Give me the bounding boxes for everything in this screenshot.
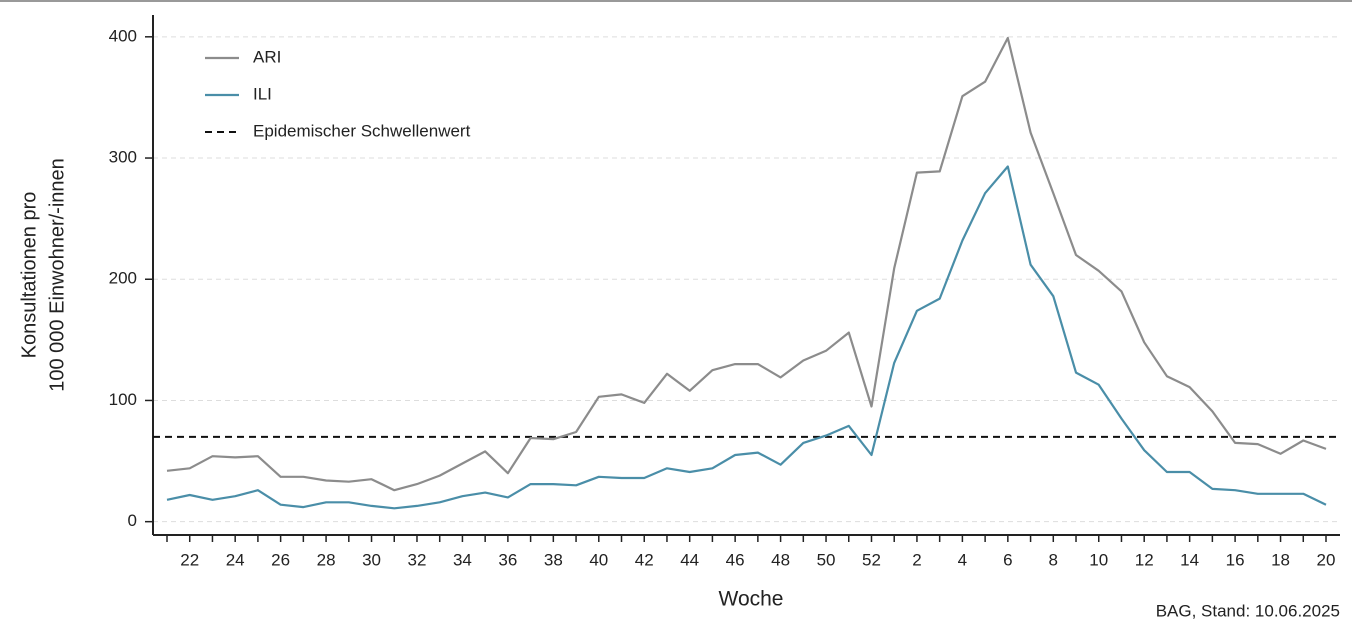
x-tick-label: 4 bbox=[958, 550, 967, 569]
x-tick-label: 12 bbox=[1135, 550, 1154, 569]
x-tick-label: 20 bbox=[1317, 550, 1336, 569]
x-tick-label: 50 bbox=[817, 550, 836, 569]
x-tick-label: 14 bbox=[1180, 550, 1199, 569]
x-tick-label: 40 bbox=[589, 550, 608, 569]
x-tick-label: 44 bbox=[680, 550, 699, 569]
x-tick-label: 28 bbox=[317, 550, 336, 569]
x-tick-label: 32 bbox=[408, 550, 427, 569]
y-tick-label: 400 bbox=[109, 26, 137, 45]
data-line bbox=[166, 165, 1327, 510]
x-tick-label: 16 bbox=[1226, 550, 1245, 569]
x-tick-label: 34 bbox=[453, 550, 472, 569]
x-tick-label: 46 bbox=[726, 550, 745, 569]
x-tick-label: 2 bbox=[912, 550, 921, 569]
y-tick-label: 200 bbox=[109, 269, 137, 288]
x-tick-label: 52 bbox=[862, 550, 881, 569]
legend-label: ILI bbox=[253, 84, 272, 103]
x-tick-label: 38 bbox=[544, 550, 563, 569]
x-tick-label: 8 bbox=[1049, 550, 1058, 569]
y-tick-label: 100 bbox=[109, 390, 137, 409]
x-tick-label: 22 bbox=[180, 550, 199, 569]
x-tick-label: 6 bbox=[1003, 550, 1012, 569]
legend-label: Epidemischer Schwellenwert bbox=[253, 121, 471, 140]
data-line bbox=[166, 36, 1327, 492]
x-tick-label: 24 bbox=[226, 550, 245, 569]
x-tick-label: 30 bbox=[362, 550, 381, 569]
x-tick-label: 18 bbox=[1271, 550, 1290, 569]
x-tick-label: 26 bbox=[271, 550, 290, 569]
legend-label: ARI bbox=[253, 47, 281, 66]
x-tick-label: 10 bbox=[1089, 550, 1108, 569]
y-axis-label: Konsultationen pro bbox=[18, 192, 40, 359]
x-tick-label: 36 bbox=[498, 550, 517, 569]
source-note: BAG, Stand: 10.06.2025 bbox=[1156, 601, 1340, 620]
x-axis-label: Woche bbox=[719, 588, 784, 611]
x-tick-label: 48 bbox=[771, 550, 790, 569]
y-axis-label: 100 000 Einwohner/-innen bbox=[46, 158, 68, 392]
x-tick-label: 42 bbox=[635, 550, 654, 569]
y-tick-label: 300 bbox=[109, 148, 137, 167]
y-tick-label: 0 bbox=[128, 511, 137, 530]
